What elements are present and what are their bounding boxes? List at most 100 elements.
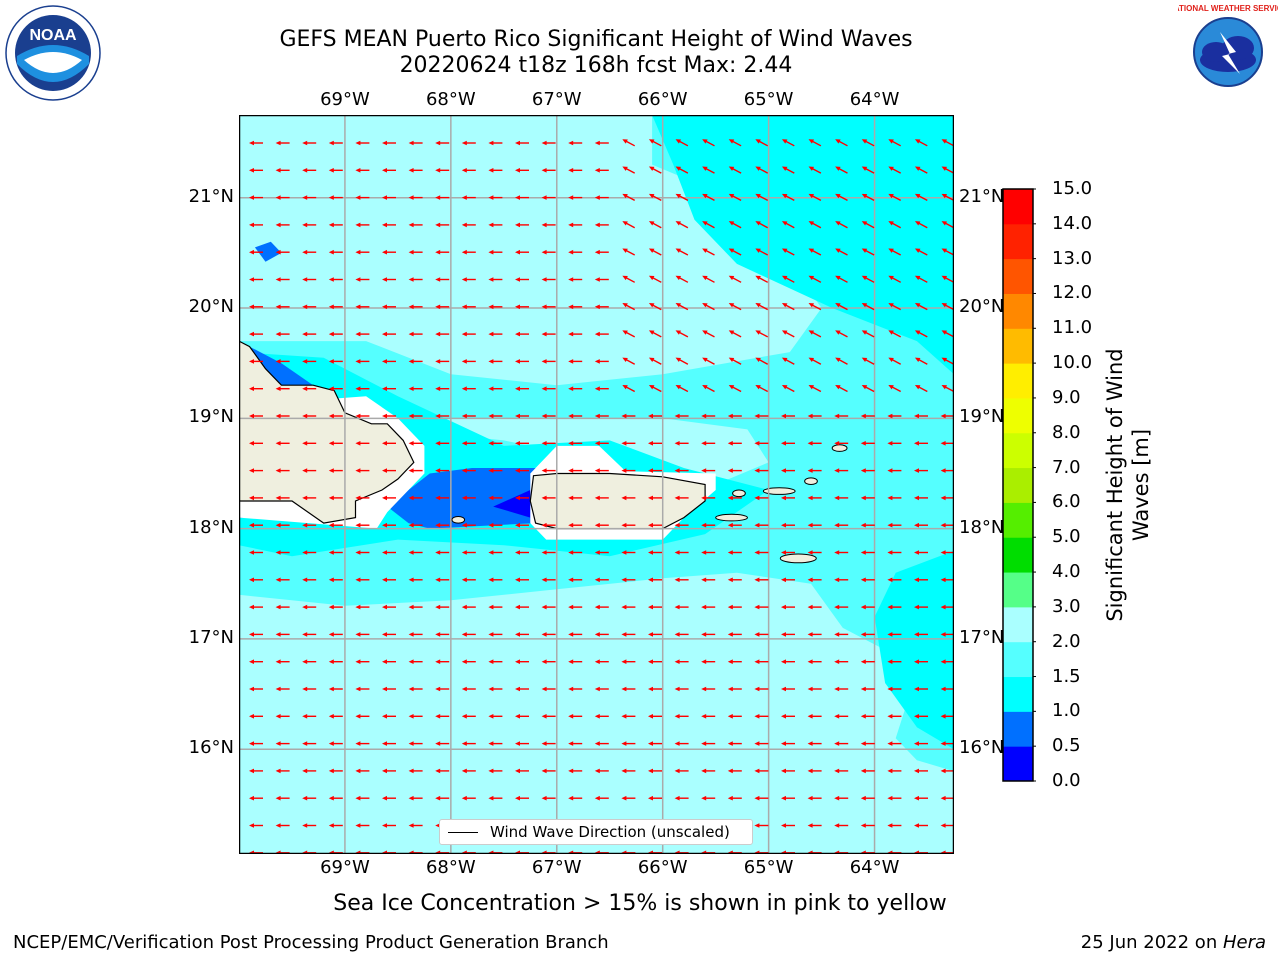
axis-tick-label: 65°W	[743, 857, 794, 878]
patch-mid	[239, 418, 769, 485]
wave-arrow	[701, 441, 716, 446]
wave-arrow	[461, 359, 476, 364]
wave-arrow	[914, 384, 928, 393]
wave-arrow	[488, 359, 503, 364]
wave-arrow	[914, 686, 928, 692]
island	[762, 487, 796, 495]
wave-arrow	[594, 222, 609, 228]
wave-arrow	[808, 330, 822, 338]
wave-arrow	[807, 604, 822, 610]
wave-arrow	[834, 686, 849, 692]
wave-arrow	[648, 384, 662, 393]
wave-arrow	[914, 577, 928, 583]
wave-arrow	[488, 522, 503, 528]
wave-arrow	[382, 413, 396, 419]
wave-arrow	[807, 795, 822, 801]
wave-arrow	[675, 166, 689, 174]
wave-arrow	[887, 495, 902, 501]
colorbar-tick-label: 8.0	[1052, 421, 1081, 443]
wave-arrow	[328, 522, 343, 528]
wave-arrow	[834, 632, 849, 637]
colorbar-segment	[1003, 746, 1033, 782]
wave-arrow	[807, 659, 822, 664]
wave-arrow	[888, 221, 902, 229]
wave-arrow	[727, 768, 742, 774]
wave-arrow	[515, 441, 529, 446]
colorbar-tick-label: 9.0	[1052, 386, 1081, 408]
axis-tick-label: 19°N	[188, 406, 234, 428]
wave-arrow	[594, 768, 609, 774]
nws-logo: NATIONAL WEATHER SERVICE	[1178, 4, 1278, 100]
wave-arrow	[674, 604, 689, 610]
wave-arrow	[835, 193, 848, 202]
footer-date: 25 Jun 2022 on Hera	[1081, 932, 1266, 954]
wave-arrow	[275, 604, 290, 610]
wave-arrow	[835, 166, 848, 174]
wave-arrow	[807, 441, 822, 446]
wave-arrow	[648, 139, 662, 147]
band-0_5-1-mona	[387, 468, 536, 529]
wave-arrow	[781, 413, 795, 419]
wave-arrow	[781, 166, 795, 174]
wave-arrow	[515, 168, 529, 173]
wave-arrow	[355, 222, 370, 228]
wave-arrow	[408, 222, 423, 228]
wave-arrow	[648, 577, 662, 583]
wave-arrow	[674, 768, 689, 774]
wave-arrow	[914, 632, 928, 637]
wave-arrow	[328, 659, 343, 664]
wave-arrow	[249, 714, 263, 719]
wave-arrow	[674, 714, 689, 719]
wave-arrow	[435, 768, 450, 774]
wave-arrow	[674, 795, 689, 801]
wave-arrow	[807, 768, 822, 774]
wave-height-map	[239, 115, 954, 854]
wave-arrow	[887, 441, 902, 446]
wave-arrow	[754, 714, 769, 719]
wave-arrow	[461, 277, 476, 282]
wave-arrow	[382, 577, 396, 583]
wave-arrow	[621, 686, 636, 692]
wave-arrow	[648, 741, 662, 746]
wave-arrow	[621, 550, 636, 555]
wave-arrow	[328, 277, 343, 282]
wave-arrow	[568, 714, 583, 719]
colorbar-segment	[1003, 363, 1033, 399]
wave-arrow	[435, 604, 450, 610]
wave-arrow	[754, 823, 769, 828]
footer-machine: Hera	[1222, 932, 1266, 953]
wave-arrow	[355, 823, 370, 828]
wave-arrow	[622, 193, 636, 202]
wave-arrow	[648, 768, 662, 774]
map-frame	[239, 115, 954, 854]
wave-arrow	[808, 384, 822, 393]
wave-arrow	[249, 550, 263, 555]
wave-arrow	[728, 357, 742, 365]
wave-arrow	[754, 550, 769, 555]
wave-arrow	[755, 357, 769, 365]
colorbar-segment	[1003, 189, 1033, 225]
band-0_5-1-nw	[239, 341, 335, 397]
wave-arrow	[835, 384, 848, 393]
wave-arrow	[302, 823, 317, 828]
wave-arrow	[541, 741, 556, 746]
wave-arrow	[594, 468, 609, 473]
wave-arrow	[887, 686, 902, 692]
wave-arrow	[861, 248, 875, 256]
wave-arrow	[914, 357, 928, 365]
wave-arrow	[408, 795, 423, 801]
wave-arrow	[488, 768, 503, 774]
wave-arrow	[648, 550, 662, 555]
wave-arrow	[860, 604, 875, 610]
wave-arrow	[302, 277, 317, 282]
wave-arrow	[515, 249, 529, 255]
wave-arrow	[807, 495, 822, 501]
wave-arrow	[275, 577, 290, 583]
wave-arrow	[702, 330, 715, 338]
wave-arrow	[727, 795, 742, 801]
wave-arrow	[834, 522, 849, 528]
wave-arrow	[515, 714, 529, 719]
colorbar-segment	[1003, 711, 1033, 747]
wave-arrow	[754, 413, 769, 419]
wave-arrow	[941, 330, 954, 338]
